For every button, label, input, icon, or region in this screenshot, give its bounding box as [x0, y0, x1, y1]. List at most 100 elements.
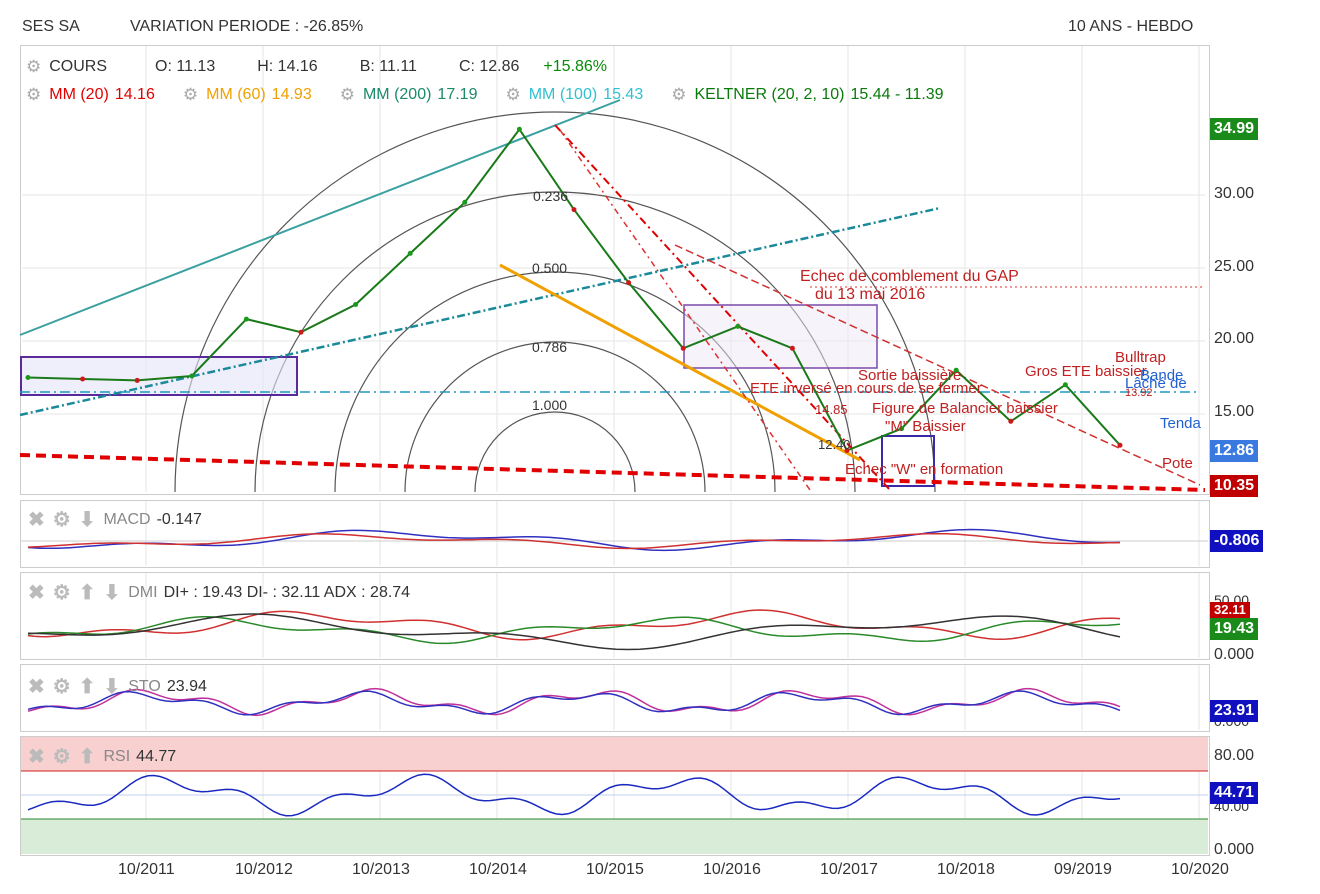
- adx-line: [27, 613, 1121, 651]
- dmi-minus-tag: 32.11: [1210, 602, 1250, 618]
- close-icon[interactable]: ✖: [28, 676, 45, 698]
- price-point: [1062, 382, 1068, 388]
- price-point: [789, 345, 795, 351]
- price-point: [899, 426, 905, 432]
- x-tick-label: 10/2012: [235, 861, 293, 878]
- dmi-value: DI+ : 19.43 DI- : 32.11 ADX : 28.74: [163, 583, 411, 601]
- trend-line: [674, 244, 1201, 486]
- arrow-down-icon[interactable]: ⬇: [103, 582, 121, 604]
- dmi-plus-tag: 19.43: [1210, 618, 1259, 640]
- x-tick-label: 10/2014: [469, 861, 527, 878]
- cours-label: COURS: [49, 58, 108, 75]
- sto-label: STO: [128, 677, 161, 695]
- x-tick-label: 10/2018: [937, 861, 995, 878]
- mm200-value: 17.19: [437, 86, 478, 103]
- annotation-ete-inverse: ETE inversé en cours de se fermer: [750, 380, 982, 397]
- x-tick-label: 10/2016: [703, 861, 761, 878]
- price-point: [25, 375, 31, 380]
- sto-k-line: [27, 687, 1121, 717]
- macd-signal-line: [27, 532, 1121, 550]
- rsi-tick: 0.000: [1214, 841, 1255, 858]
- close-icon[interactable]: ✖: [28, 509, 45, 531]
- gear-icon[interactable]: ⚙: [671, 85, 687, 104]
- annotation-bande: Bande: [1140, 367, 1184, 384]
- low-value: B: 11.11: [359, 58, 417, 75]
- price-tick: 25.00: [1214, 258, 1255, 275]
- fib-label: 0.236: [533, 188, 569, 204]
- keltner-value: 15.44 - 11.39: [850, 86, 944, 103]
- rsi-tick: 80.00: [1214, 747, 1255, 764]
- arrow-up-icon[interactable]: ⬆: [78, 676, 96, 698]
- gear-icon[interactable]: ⚙: [52, 509, 71, 531]
- low-price-tag: 10.35: [1210, 475, 1259, 497]
- close-icon[interactable]: ✖: [28, 746, 45, 768]
- dmi-minus-line: [27, 609, 1121, 641]
- price-point: [80, 376, 86, 382]
- annotation-pote: Pote: [1162, 455, 1193, 472]
- sto-panel[interactable]: [20, 664, 1210, 732]
- annotation-echec-w: Echec "W" en formation: [845, 461, 1004, 478]
- trend-line: [554, 124, 891, 491]
- macd-panel[interactable]: [20, 500, 1210, 568]
- macd-value: -0.147: [156, 510, 202, 528]
- gear-icon[interactable]: ⚙: [505, 85, 521, 104]
- gear-icon[interactable]: ⚙: [52, 746, 71, 768]
- indicators-legend: ⚙ MM (20) 14.16 ⚙ MM (60) 14.93 ⚙ MM (20…: [26, 85, 950, 105]
- mm100-label: MM (100): [528, 86, 598, 103]
- gear-icon[interactable]: ⚙: [339, 85, 355, 104]
- price-point: [462, 199, 468, 205]
- annotation-lache: Lâché de: [1125, 375, 1187, 392]
- arrow-down-icon[interactable]: ⬇: [103, 676, 121, 698]
- sto-d-line: [27, 690, 1121, 716]
- trend-line: [499, 263, 861, 462]
- fib-arc: [334, 271, 776, 493]
- macd-tag: -0.806: [1210, 530, 1264, 552]
- x-tick-label: 10/2015: [586, 861, 644, 878]
- macd-label: MACD: [103, 510, 151, 528]
- annotation-13-92: 13.92: [1125, 387, 1153, 399]
- price-point: [1117, 442, 1123, 448]
- price-point: [134, 377, 140, 383]
- annotation-m-baissier: "M" Baissier: [885, 418, 966, 435]
- gear-icon[interactable]: ⚙: [26, 57, 42, 76]
- price-point: [735, 323, 741, 329]
- x-tick-label: 10/2011: [118, 861, 175, 878]
- price-point: [844, 448, 850, 453]
- sto-value: 23.94: [166, 677, 207, 695]
- mm20-value: 14.16: [114, 86, 155, 103]
- rsi-title: ✖ ⚙ ⬆ RSI 44.77: [28, 744, 176, 769]
- rsi-value: 44.77: [136, 747, 177, 765]
- close-icon[interactable]: ✖: [28, 582, 45, 604]
- annotation-sortie: Sortie baissière: [858, 367, 962, 384]
- gear-icon[interactable]: ⚙: [26, 85, 42, 104]
- variation-period: VARIATION PERIODE : -26.85%: [130, 18, 364, 35]
- sto-title: ✖ ⚙ ⬆ ⬇ STO 23.94: [28, 674, 207, 699]
- dmi-tick: 0.000: [1214, 646, 1255, 663]
- dmi-plus-line: [27, 615, 1121, 645]
- rsi-oversold-zone: [21, 819, 1208, 854]
- gear-icon[interactable]: ⚙: [52, 676, 71, 698]
- price-tick: 30.00: [1214, 185, 1255, 202]
- x-tick-label: 10/2013: [352, 861, 410, 878]
- gear-icon[interactable]: ⚙: [182, 85, 199, 104]
- fib-label: 0.500: [532, 260, 568, 276]
- gear-icon[interactable]: ⚙: [52, 582, 71, 604]
- price-point: [298, 329, 304, 335]
- annotation-gap-date: du 13 mai 2016: [815, 286, 926, 303]
- mm200-label: MM (200): [362, 86, 432, 103]
- range-box: [881, 435, 935, 487]
- arrow-up-icon[interactable]: ⬆: [78, 582, 96, 604]
- change-value: +15.86%: [543, 58, 608, 75]
- macd-line: [27, 528, 1121, 552]
- trend-line: [19, 206, 941, 417]
- arrow-up-icon[interactable]: ⬆: [78, 746, 96, 768]
- fib-label: 1.000: [532, 397, 568, 413]
- price-point: [189, 373, 195, 379]
- price-point: [353, 302, 359, 307]
- range-box: [683, 304, 878, 369]
- sto-tag: 23.91: [1210, 700, 1259, 722]
- arrow-down-icon[interactable]: ⬇: [78, 509, 96, 531]
- high-value: H: 14.16: [257, 58, 318, 75]
- price-tick: 20.00: [1214, 330, 1255, 347]
